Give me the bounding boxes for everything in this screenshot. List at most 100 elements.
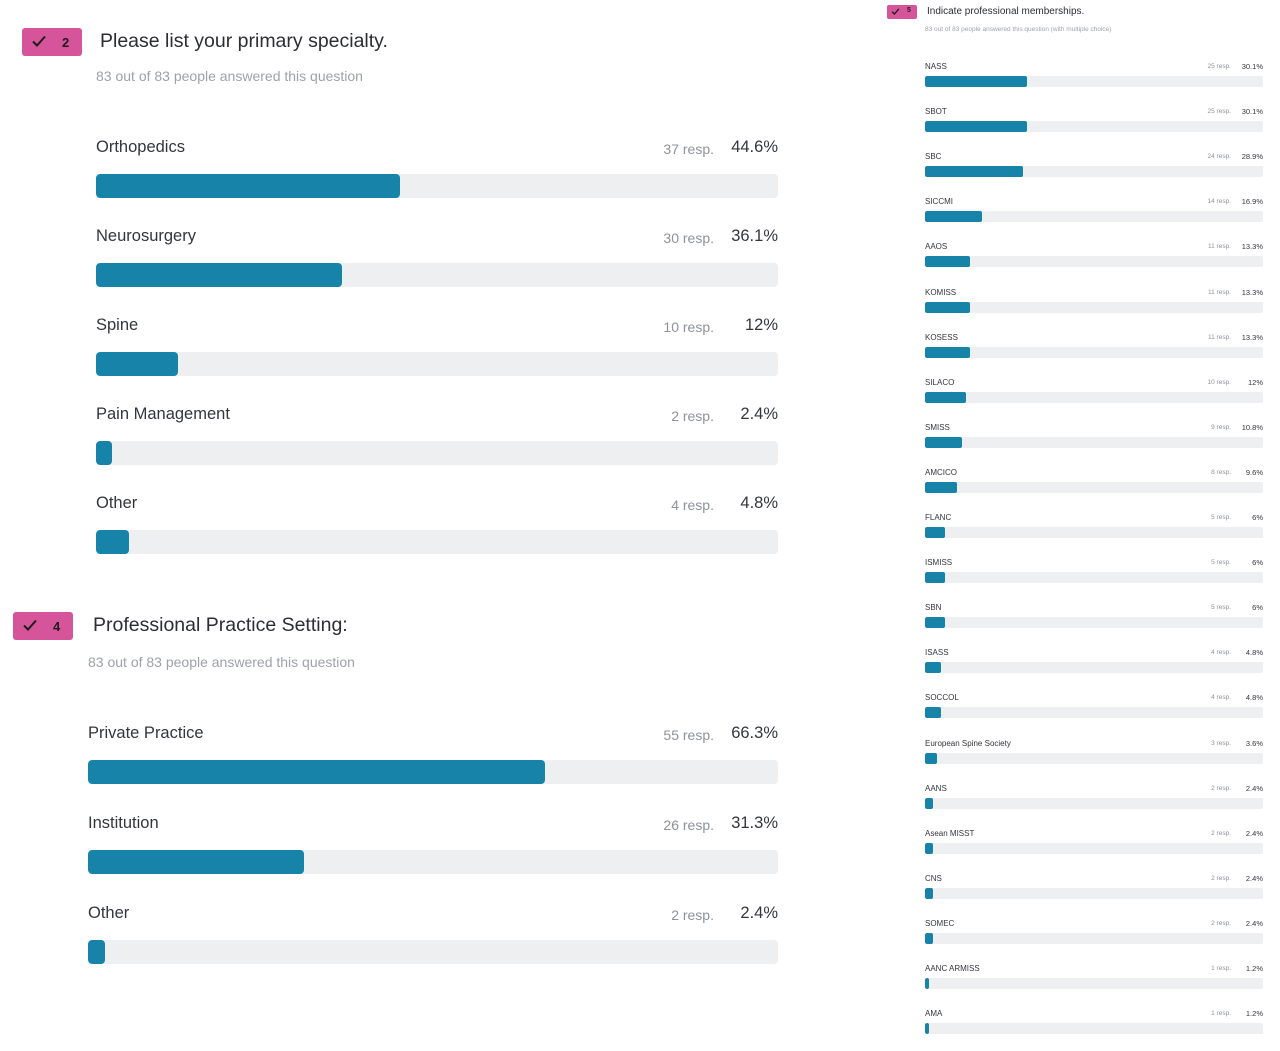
bar-track bbox=[925, 121, 1263, 133]
percent-label: 16.9% bbox=[1241, 197, 1263, 207]
question-number: 2 bbox=[62, 35, 70, 50]
bar-track bbox=[96, 352, 778, 376]
bar-track bbox=[925, 346, 1263, 358]
percent-label: 66.3% bbox=[731, 724, 778, 742]
answered-count: 83 out of 83 people answered this questi… bbox=[925, 26, 1112, 33]
bar-fill bbox=[96, 441, 113, 465]
option-row: SBC 24 resp. 28.9% bbox=[925, 152, 1263, 190]
option-label: SBN bbox=[925, 603, 942, 613]
option-label: ISASS bbox=[925, 648, 949, 658]
option-row: Private Practice 55 resp. 66.3% bbox=[88, 724, 778, 784]
percent-label: 10.8% bbox=[1241, 422, 1263, 432]
response-count: 11 resp. bbox=[1207, 288, 1231, 296]
bar-track bbox=[925, 572, 1263, 584]
check-icon bbox=[23, 619, 37, 631]
question-title: Please list your primary specialty. bbox=[100, 30, 388, 52]
percent-label: 4.8% bbox=[740, 494, 778, 512]
percent-label: 44.6% bbox=[731, 138, 778, 156]
percent-label: 30.1% bbox=[1241, 107, 1263, 117]
bar-fill bbox=[925, 617, 946, 629]
bar-track bbox=[925, 662, 1263, 674]
question-primary-specialty: 2 Please list your primary specialty. 83… bbox=[22, 28, 782, 554]
question-badge: 4 bbox=[13, 612, 73, 640]
response-count: 4 resp. bbox=[1211, 649, 1231, 657]
option-row: SOMEC 2 resp. 2.4% bbox=[925, 919, 1263, 957]
option-row: KOSESS 11 resp. 13.3% bbox=[925, 333, 1263, 371]
percent-label: 2.4% bbox=[1245, 873, 1263, 883]
bar-fill bbox=[925, 76, 1027, 87]
percent-label: 9.6% bbox=[1245, 467, 1263, 477]
bar-fill bbox=[96, 530, 129, 554]
bar-track bbox=[88, 850, 778, 874]
response-count: 3 resp. bbox=[1211, 739, 1231, 747]
option-row: Spine 10 resp. 12% bbox=[96, 316, 778, 376]
response-count: 30 resp. bbox=[663, 230, 714, 246]
option-label: FLANC bbox=[925, 513, 952, 522]
bar-track bbox=[96, 263, 778, 287]
option-row: SICCMI 14 resp. 16.9% bbox=[925, 197, 1263, 235]
response-count: 10 resp. bbox=[663, 319, 714, 335]
response-count: 2 resp. bbox=[1211, 784, 1231, 792]
option-label: Spine bbox=[96, 316, 139, 334]
option-label: Asean MISST bbox=[925, 828, 975, 838]
bar-track bbox=[925, 166, 1263, 178]
response-count: 25 resp. bbox=[1207, 63, 1232, 70]
response-count: 2 resp. bbox=[671, 408, 714, 424]
response-count: 2 resp. bbox=[671, 907, 714, 923]
response-count: 1 resp. bbox=[1211, 1010, 1231, 1018]
option-label: AMA bbox=[925, 1009, 943, 1019]
question-number: 4 bbox=[53, 619, 61, 634]
option-row: Pain Management 2 resp. 2.4% bbox=[96, 405, 778, 465]
option-row: Asean MISST 2 resp. 2.4% bbox=[925, 829, 1263, 867]
bar-fill bbox=[88, 940, 105, 964]
response-count: 25 resp. bbox=[1207, 108, 1232, 116]
option-label: AANS bbox=[925, 783, 947, 793]
option-label: KOSESS bbox=[925, 332, 958, 342]
bar-fill bbox=[925, 301, 970, 313]
option-row: AAOS 11 resp. 13.3% bbox=[925, 242, 1263, 280]
answered-count: 83 out of 83 people answered this questi… bbox=[96, 68, 363, 84]
check-icon bbox=[32, 35, 46, 47]
bar-track bbox=[925, 301, 1263, 313]
bar-track bbox=[96, 530, 778, 554]
response-count: 11 resp. bbox=[1207, 243, 1231, 251]
bar-track bbox=[925, 797, 1263, 809]
percent-label: 4.8% bbox=[1245, 693, 1263, 703]
percent-label: 13.3% bbox=[1241, 242, 1263, 252]
response-count: 10 resp. bbox=[1207, 378, 1232, 386]
bar-track bbox=[925, 527, 1263, 538]
response-count: 55 resp. bbox=[663, 727, 714, 743]
response-count: 5 resp. bbox=[1211, 559, 1231, 567]
percent-label: 6% bbox=[1252, 603, 1263, 613]
response-count: 14 resp. bbox=[1207, 198, 1232, 206]
bar-fill bbox=[925, 932, 934, 944]
percent-label: 6% bbox=[1252, 558, 1263, 568]
option-label: ISMISS bbox=[925, 558, 953, 568]
option-row: AMCICO 8 resp. 9.6% bbox=[925, 468, 1263, 506]
bar-fill bbox=[925, 391, 966, 403]
bar-fill bbox=[96, 174, 401, 198]
bar-fill bbox=[88, 760, 546, 784]
bar-fill bbox=[925, 256, 970, 268]
response-count: 26 resp. bbox=[663, 817, 714, 833]
bar-fill bbox=[925, 166, 1023, 178]
option-row: SBOT 25 resp. 30.1% bbox=[925, 107, 1263, 145]
option-row: SOCCOL 4 resp. 4.8% bbox=[925, 693, 1263, 731]
option-label: Other bbox=[96, 494, 138, 512]
percent-label: 36.1% bbox=[731, 227, 778, 245]
response-count: 37 resp. bbox=[663, 141, 714, 157]
question-memberships: 5 Indicate professional memberships. 83 … bbox=[887, 5, 1267, 1035]
bar-track bbox=[925, 436, 1263, 448]
bar-track bbox=[925, 842, 1263, 854]
percent-label: 13.3% bbox=[1241, 287, 1263, 297]
option-row: CNS 2 resp. 2.4% bbox=[925, 874, 1263, 912]
bar-fill bbox=[925, 978, 930, 989]
option-label: SOMEC bbox=[925, 918, 955, 928]
percent-label: 30.1% bbox=[1241, 62, 1263, 71]
response-count: 5 resp. bbox=[1211, 604, 1231, 612]
option-label: SBOT bbox=[925, 107, 947, 117]
bar-track bbox=[925, 887, 1263, 899]
question-title: Professional Practice Setting: bbox=[93, 614, 348, 636]
bar-fill bbox=[925, 211, 983, 223]
response-count: 2 resp. bbox=[1211, 829, 1231, 837]
